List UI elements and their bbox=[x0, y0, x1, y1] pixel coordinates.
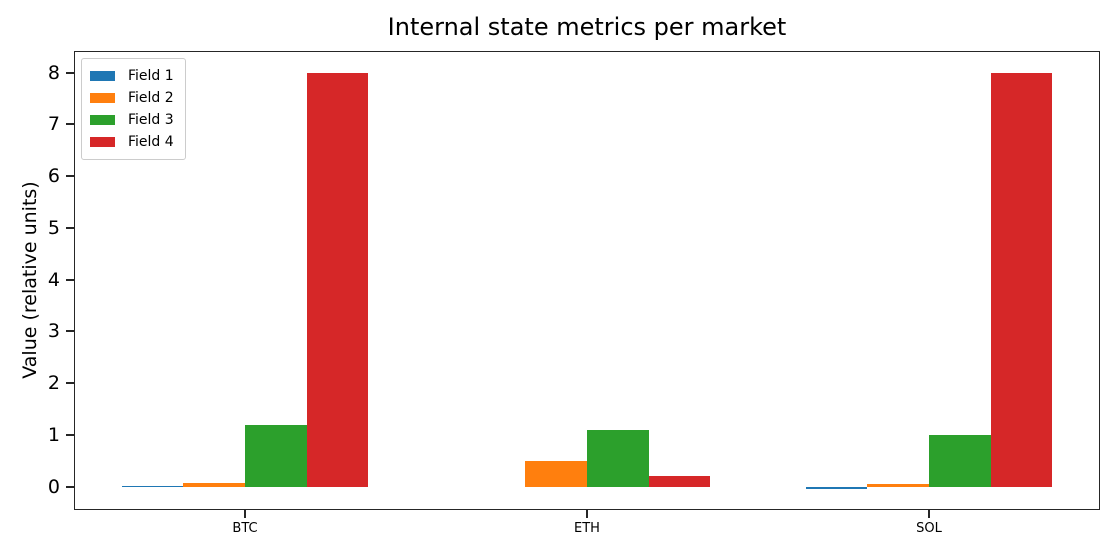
legend-item-field-3: Field 3 bbox=[90, 109, 174, 131]
bar-field-4-eth bbox=[648, 476, 711, 487]
legend-label-field-2: Field 2 bbox=[128, 90, 174, 106]
bar-field-1-sol bbox=[805, 486, 868, 490]
y-tick-mark-7 bbox=[66, 123, 74, 126]
legend-label-field-4: Field 4 bbox=[128, 134, 174, 150]
legend-swatch-field-4 bbox=[90, 137, 115, 147]
x-tick-mark-sol bbox=[928, 510, 930, 518]
legend-swatch-field-2 bbox=[90, 93, 115, 103]
legend-swatch-field-3 bbox=[90, 115, 115, 125]
bar-field-3-btc bbox=[245, 424, 307, 487]
bar-field-1-btc bbox=[121, 485, 184, 487]
y-tick-mark-6 bbox=[66, 175, 74, 178]
y-tick-mark-2 bbox=[66, 382, 74, 385]
bar-field-2-btc bbox=[183, 482, 245, 487]
y-tick-label-0: 0 bbox=[47, 475, 60, 498]
legend-label-field-1: Field 1 bbox=[128, 68, 174, 84]
x-tick-label-btc: BTC bbox=[232, 521, 258, 536]
y-tick-label-5: 5 bbox=[47, 216, 60, 239]
y-tick-label-2: 2 bbox=[47, 372, 60, 395]
legend: Field 1 Field 2 Field 3 Field 4 bbox=[81, 58, 186, 160]
y-tick-mark-1 bbox=[66, 433, 74, 436]
y-tick-mark-3 bbox=[66, 330, 74, 333]
bar-field-2-eth bbox=[525, 460, 587, 487]
legend-item-field-2: Field 2 bbox=[90, 87, 174, 109]
legend-item-field-1: Field 1 bbox=[90, 65, 174, 87]
y-tick-mark-5 bbox=[66, 226, 74, 229]
y-tick-label-7: 7 bbox=[47, 113, 60, 136]
bar-field-4-sol bbox=[990, 72, 1053, 487]
bar-field-4-btc bbox=[306, 72, 369, 487]
legend-item-field-4: Field 4 bbox=[90, 131, 174, 153]
bar-field-3-eth bbox=[587, 429, 649, 487]
legend-label-field-3: Field 3 bbox=[128, 112, 174, 128]
y-tick-mark-0 bbox=[66, 485, 74, 488]
x-tick-mark-eth bbox=[586, 510, 588, 518]
y-tick-label-3: 3 bbox=[47, 320, 60, 343]
y-tick-mark-8 bbox=[66, 71, 74, 74]
y-tick-label-8: 8 bbox=[47, 61, 60, 84]
x-tick-label-sol: SOL bbox=[916, 521, 942, 536]
y-tick-label-6: 6 bbox=[47, 165, 60, 188]
bar-field-2-sol bbox=[867, 484, 929, 487]
legend-swatch-field-1 bbox=[90, 71, 115, 81]
chart-title: Internal state metrics per market bbox=[387, 13, 787, 41]
x-tick-label-eth: ETH bbox=[574, 521, 600, 536]
plot-area bbox=[74, 51, 1100, 510]
y-tick-mark-4 bbox=[66, 278, 74, 281]
bar-field-3-sol bbox=[929, 434, 991, 487]
y-tick-label-1: 1 bbox=[47, 423, 60, 446]
x-tick-mark-btc bbox=[244, 510, 246, 518]
y-tick-label-4: 4 bbox=[47, 268, 60, 291]
